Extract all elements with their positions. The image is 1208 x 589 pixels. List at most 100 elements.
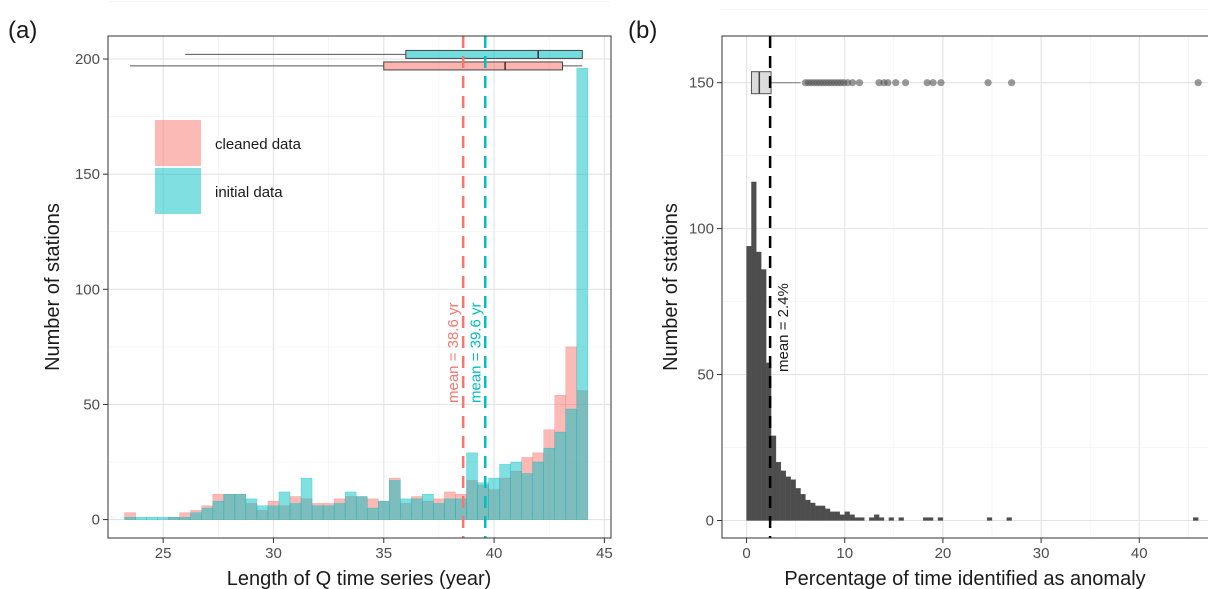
bar-anomaly <box>756 251 762 521</box>
bar-initial <box>455 498 467 520</box>
bar-initial <box>234 493 247 520</box>
boxplot-outlier <box>923 79 931 87</box>
bar-anomaly <box>844 511 850 521</box>
bar-anomaly <box>874 514 880 521</box>
bar-anomaly <box>829 511 836 521</box>
bar-anomaly <box>815 505 821 521</box>
x-tick-label: 30 <box>265 545 282 562</box>
y-tick-label: 50 <box>697 367 714 384</box>
boxplot-box <box>750 71 772 95</box>
bar-anomaly <box>854 517 860 521</box>
bar-initial <box>245 498 258 520</box>
y-tick-label: 200 <box>75 51 100 68</box>
bar-initial <box>366 507 379 520</box>
y-tick-label: 0 <box>706 512 714 529</box>
panel-a-bars <box>124 67 589 520</box>
boxplot-outlier <box>1194 79 1202 87</box>
bar-initial <box>565 408 578 520</box>
legend-swatch-cleaned <box>155 120 201 166</box>
bar-initial <box>510 461 522 520</box>
bar-anomaly <box>869 517 875 521</box>
bar-anomaly <box>1006 517 1012 521</box>
bar-anomaly <box>986 517 993 521</box>
legend-label-initial: initial data <box>215 184 283 201</box>
bar-initial <box>179 517 191 520</box>
boxplot-box <box>383 61 563 71</box>
bar-anomaly <box>775 461 782 521</box>
bar-initial <box>157 517 169 520</box>
bar-initial <box>322 505 335 520</box>
x-tick-label: 10 <box>836 545 853 562</box>
bar-initial <box>532 461 544 520</box>
panel-b-x-axis-title: Percentage of time identified as anomaly <box>784 568 1145 589</box>
panel-b-grid <box>722 9 1208 538</box>
boxplot-outlier <box>884 79 892 87</box>
mean-label: mean = 38.6 yr <box>445 303 462 403</box>
panel-b-plot-area <box>722 36 1208 538</box>
bar-initial <box>300 477 313 520</box>
bar-initial <box>311 505 324 520</box>
bar-anomaly <box>859 517 865 521</box>
bar-anomaly <box>790 479 796 521</box>
bar-initial <box>333 503 346 520</box>
boxplot-outlier <box>855 79 864 87</box>
boxplot-outlier <box>937 79 945 87</box>
bar-initial <box>223 493 236 520</box>
bar-initial <box>499 464 511 520</box>
bar-initial <box>355 496 368 520</box>
y-tick-label: 50 <box>83 396 100 413</box>
bar-initial <box>477 482 489 520</box>
x-tick-label: 40 <box>486 545 503 562</box>
bar-anomaly <box>746 245 752 521</box>
bar-initial <box>212 500 225 520</box>
panel-b-y-axis-title: Number of stations <box>660 203 682 371</box>
bar-initial <box>256 505 269 520</box>
panel-a-y-ticks: 0 50 100 150 200 <box>75 51 108 529</box>
y-tick-label: 150 <box>689 75 714 92</box>
boxplot-outlier <box>892 79 900 87</box>
bar-initial <box>168 517 180 520</box>
bar-initial <box>378 500 390 520</box>
panel-a-label: (a) <box>8 17 37 44</box>
panel-a-legend: cleaned data initial data <box>155 120 302 214</box>
bar-anomaly <box>839 514 845 521</box>
bar-anomaly <box>780 470 786 521</box>
bar-anomaly <box>888 517 894 521</box>
x-tick-label: 25 <box>155 545 172 562</box>
bar-initial <box>576 67 589 520</box>
legend-label-cleaned: cleaned data <box>215 136 302 153</box>
boxplot-box <box>405 49 583 59</box>
bar-initial <box>201 507 214 520</box>
panel-a-frame <box>107 35 612 539</box>
bar-anomaly <box>810 502 816 521</box>
bar-initial <box>444 498 456 520</box>
y-tick-label: 0 <box>92 512 100 529</box>
bar-initial <box>124 517 136 520</box>
bar-initial <box>466 452 478 520</box>
panel-b-mean-lines: mean = 2.4% <box>768 36 792 538</box>
bar-anomaly <box>795 488 801 521</box>
bar-anomaly <box>824 508 831 521</box>
y-tick-label: 100 <box>75 281 100 298</box>
bar-anomaly <box>878 517 885 521</box>
bar-anomaly <box>1193 517 1199 521</box>
boxplot-outlier <box>848 79 857 87</box>
bar-anomaly <box>937 517 944 521</box>
bar-initial <box>411 498 423 520</box>
panel-a-boxplots <box>130 49 583 71</box>
x-tick-label: 30 <box>1033 545 1050 562</box>
boxplot-outlier <box>902 79 910 87</box>
y-tick-label: 150 <box>75 166 100 183</box>
bar-initial <box>267 505 280 520</box>
bar-initial <box>389 480 401 520</box>
bar-anomaly <box>761 269 767 521</box>
panel-a-plot-area <box>107 35 612 539</box>
bar-initial <box>488 477 500 520</box>
panel-b-label: (b) <box>628 17 657 44</box>
x-tick-label: 40 <box>1131 545 1148 562</box>
panel-b-x-ticks: 0 10 20 30 40 <box>742 538 1148 562</box>
bar-initial <box>554 431 567 520</box>
x-tick-label: 0 <box>742 545 750 562</box>
bar-initial <box>400 498 412 520</box>
